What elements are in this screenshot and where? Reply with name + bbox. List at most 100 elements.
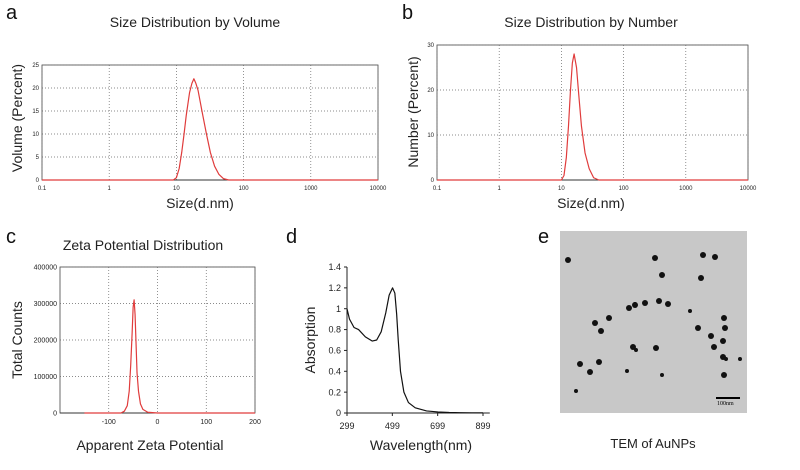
chart-a-xtick-label-0: 0.1 — [38, 186, 47, 192]
chart-c-xtick-label-1: 0 — [156, 419, 160, 426]
chart-d-series-line-0 — [346, 287, 484, 414]
chart-a-ytick-label-0: 0 — [36, 178, 40, 184]
tem-particle — [712, 254, 718, 260]
tem-caption: TEM of AuNPs — [610, 436, 696, 451]
tem-image: 100nm — [560, 231, 747, 413]
tem-particle — [700, 252, 706, 258]
chart-a-xtick-label-4: 1000 — [304, 186, 318, 192]
chart-d-xlabel: Wavelength(nm) — [369, 437, 473, 453]
tem-particle — [720, 338, 726, 344]
tem-particle — [656, 298, 662, 304]
tem-particle — [596, 359, 602, 365]
chart-c-title: Zeta Potential Distribution — [62, 237, 224, 253]
tem-particles — [565, 252, 742, 393]
tem-particle — [722, 325, 728, 331]
chart-a-ytick-label-3: 15 — [32, 109, 39, 115]
chart-c-xlabel: Apparent Zeta Potential — [76, 437, 224, 453]
chart-d-ytick-label-5: 1 — [336, 304, 341, 314]
chart-a-xtick-label-3: 100 — [239, 186, 250, 192]
chart-c-ytick-label-4: 400000 — [34, 264, 57, 271]
chart-c-ytick-label-3: 300000 — [34, 301, 57, 308]
panel-letter-d: d — [286, 226, 298, 248]
tem-particle — [738, 357, 742, 361]
tem-particle — [721, 315, 727, 321]
chart-d-xtick-label-1: 499 — [385, 421, 400, 431]
chart-d-ytick-label-3: 0.6 — [328, 346, 341, 356]
panel-letter-a: a — [6, 2, 18, 24]
chart-b-ytick-label-3: 30 — [427, 43, 434, 49]
tem-particle — [642, 300, 648, 306]
chart-c-ytick-label-2: 200000 — [34, 337, 57, 344]
chart-a-series-line-0 — [42, 78, 378, 181]
chart-d-xtick-label-0: 299 — [339, 421, 354, 431]
chart-a-frame — [41, 64, 379, 181]
chart-d-ytick-label-4: 0.8 — [328, 325, 341, 335]
chart-d-xtick-label-3: 899 — [475, 421, 490, 431]
tem-particle — [606, 315, 612, 321]
chart-b-ytick-label-1: 10 — [427, 133, 434, 139]
tem-particle — [626, 305, 632, 311]
chart-a-xlabel: Size(d.nm) — [166, 195, 234, 211]
chart-d-ytick-label-2: 0.4 — [328, 366, 341, 376]
tem-particle — [634, 348, 638, 352]
chart-b-ytick-label-2: 20 — [427, 88, 434, 94]
tem-particle — [587, 369, 593, 375]
chart-a-title: Size Distribution by Volume — [109, 14, 281, 30]
tem-particle — [708, 333, 714, 339]
chart-a-xtick-label-5: 10000 — [370, 186, 387, 192]
chart-a-ytick-label-5: 25 — [32, 63, 39, 69]
tem-particle — [653, 345, 659, 351]
chart-c-series-line-0 — [84, 299, 255, 414]
chart-c-xtick-label-3: 200 — [249, 419, 261, 426]
chart-b-xtick-label-3: 100 — [619, 186, 630, 192]
chart-b-series-line-0 — [437, 53, 748, 181]
chart-c-ytick-label-1: 100000 — [34, 374, 57, 381]
chart-d-ytick-label-6: 1.2 — [328, 283, 341, 293]
chart-b-ytick-label-0: 0 — [431, 178, 435, 184]
chart-b-xtick-label-5: 10000 — [740, 186, 757, 192]
tem-particle — [633, 302, 637, 306]
chart-b-xtick-label-0: 0.1 — [433, 186, 442, 192]
tem-particle — [688, 309, 692, 313]
tem-particle — [698, 275, 704, 281]
chart-a-ytick-label-4: 20 — [32, 86, 39, 92]
panel-letter-b: b — [402, 2, 414, 24]
chart-a-ytick-label-1: 5 — [36, 155, 40, 161]
scale-bar — [716, 397, 740, 399]
chart-d-ytick-label-1: 0.2 — [328, 387, 341, 397]
tem-particle — [565, 257, 571, 263]
tem-particle — [659, 272, 665, 278]
chart-b-xtick-label-4: 1000 — [679, 186, 693, 192]
tem-particle — [574, 389, 578, 393]
tem-particle — [721, 372, 727, 378]
tem-particle — [652, 255, 658, 261]
tem-particle — [625, 369, 629, 373]
chart-d-ytick-label-7: 1.4 — [328, 262, 341, 272]
chart-b-xtick-label-2: 10 — [558, 186, 565, 192]
tem-particle — [711, 344, 717, 350]
chart-c-ytick-label-0: 0 — [53, 410, 57, 417]
chart-c-xtick-label-0: -100 — [102, 419, 116, 426]
chart-b-title: Size Distribution by Number — [504, 14, 678, 30]
tem-particle — [695, 325, 701, 331]
panel-letter-e: e — [538, 226, 550, 248]
tem-particle — [592, 320, 598, 326]
chart-a-xtick-label-2: 10 — [173, 186, 180, 192]
tem-particle — [660, 373, 664, 377]
chart-a-ytick-label-2: 10 — [32, 132, 39, 138]
chart-d-xtick-label-2: 699 — [430, 421, 445, 431]
chart-b-xlabel: Size(d.nm) — [557, 195, 625, 211]
panel-letter-c: c — [6, 226, 16, 248]
tem-particle — [598, 328, 604, 334]
chart-a-xtick-label-1: 1 — [108, 186, 112, 192]
chart-b-frame — [436, 44, 749, 181]
tem-particle — [665, 301, 671, 307]
chart-d-ytick-label-0: 0 — [336, 408, 341, 418]
chart-b-xtick-label-1: 1 — [498, 186, 502, 192]
chart-c-xtick-label-2: 100 — [200, 419, 212, 426]
tem-particle — [577, 361, 583, 367]
tem-particle — [724, 357, 728, 361]
scale-bar-label: 100nm — [717, 401, 734, 407]
tem-particle — [630, 344, 636, 350]
